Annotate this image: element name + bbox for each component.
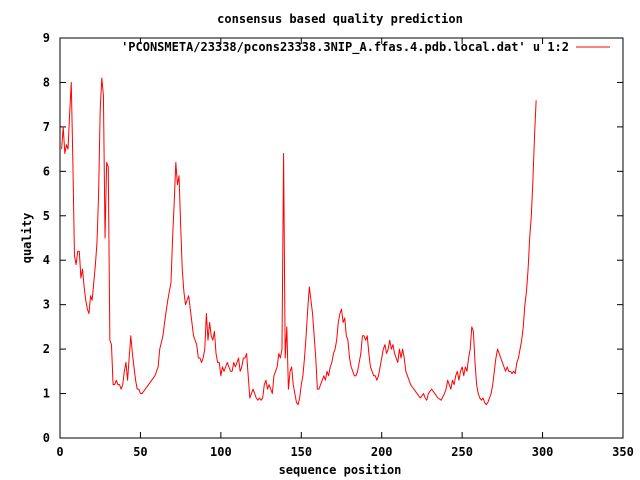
- y-tick-label: 9: [43, 31, 50, 45]
- y-tick-label: 7: [43, 120, 50, 134]
- x-tick-label: 100: [210, 445, 232, 459]
- y-tick-label: 0: [43, 431, 50, 445]
- x-tick-label: 250: [451, 445, 473, 459]
- data-series: [61, 77, 537, 406]
- series-line: [61, 77, 537, 406]
- x-tick-label: 300: [532, 445, 554, 459]
- y-tick-label: 1: [43, 387, 50, 401]
- x-tick-label: 350: [612, 445, 634, 459]
- y-tick-label: 3: [43, 298, 50, 312]
- x-tick-label: 0: [56, 445, 63, 459]
- x-axis-label: sequence position: [279, 463, 402, 477]
- legend: 'PCONSMETA/23338/pcons23338.3NIP_A.ffas.…: [121, 40, 610, 55]
- y-axis-label: quality: [20, 213, 34, 264]
- x-tick-label: 150: [290, 445, 312, 459]
- x-tick-label: 50: [133, 445, 147, 459]
- y-tick-label: 5: [43, 209, 50, 223]
- chart-title: consensus based quality prediction: [217, 12, 463, 26]
- plot-frame: [59, 37, 624, 439]
- axis-ticks: 0 50 100 150 200 250 300 350 0 1 2 3 4 5 6 7 8 9: [43, 31, 634, 459]
- y-tick-label: 2: [43, 342, 50, 356]
- x-tick-label: 200: [371, 445, 393, 459]
- y-tick-label: 8: [43, 75, 50, 89]
- y-tick-label: 6: [43, 164, 50, 178]
- legend-label: 'PCONSMETA/23338/pcons23338.3NIP_A.ffas.…: [121, 40, 569, 55]
- y-tick-label: 4: [43, 253, 50, 267]
